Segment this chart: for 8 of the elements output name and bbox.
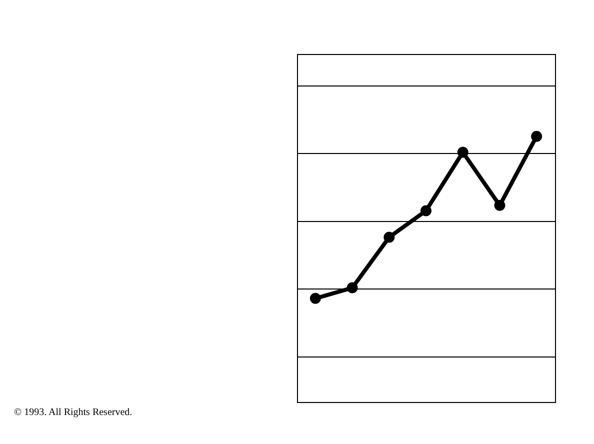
point [384,232,395,243]
point [531,130,542,142]
point [420,205,432,216]
point [346,282,358,294]
point [494,200,506,211]
point [310,292,321,304]
text: © 1993. All Rights Reserved. [14,407,132,418]
point [457,146,468,158]
